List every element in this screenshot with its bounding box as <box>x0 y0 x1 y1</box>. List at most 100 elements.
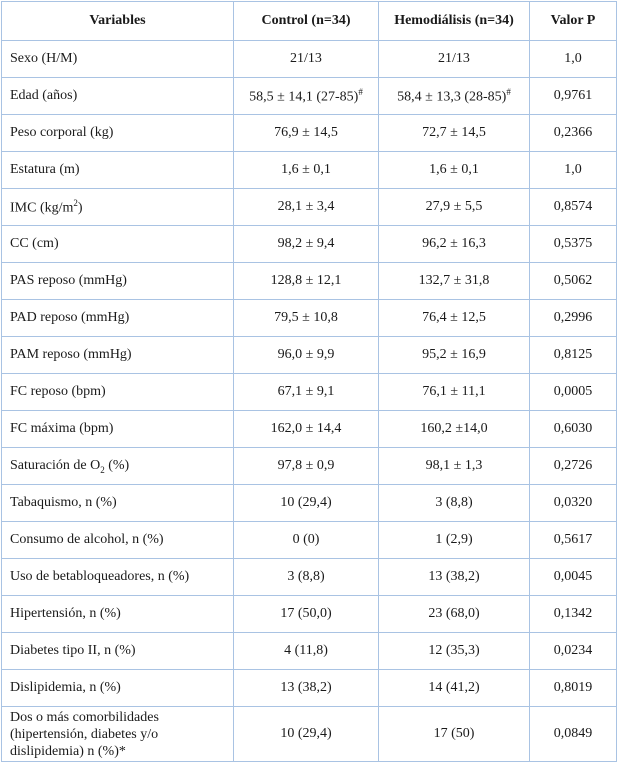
hemodialisis-cell: 23 (68,0) <box>378 595 530 633</box>
hemodialisis-cell: 72,7 ± 14,5 <box>378 114 530 152</box>
control-value: 1,6 ± 0,1 <box>281 162 331 177</box>
control-cell: 67,1 ± 9,1 <box>233 373 379 411</box>
hemodialisis-value: 13 (38,2) <box>428 569 480 584</box>
variable-label-line: (hipertensión, diabetes y/o <box>10 726 159 742</box>
p-value: 0,5062 <box>553 273 593 288</box>
variable-cell: PAM reposo (mmHg) <box>1 336 234 374</box>
variable-cell: CC (cm) <box>1 225 234 263</box>
control-cell: 98,2 ± 9,4 <box>233 225 379 263</box>
variable-label: Dislipidemia, n (%) <box>10 680 121 695</box>
variable-label: Saturación de O <box>10 457 101 473</box>
hemodialisis-value: 1,6 ± 0,1 <box>429 162 479 177</box>
control-value: 98,2 ± 9,4 <box>277 236 335 251</box>
p-value-cell: 0,0320 <box>529 484 617 522</box>
control-cell: 4 (11,8) <box>233 632 379 670</box>
p-value-cell: 0,8574 <box>529 188 617 226</box>
control-value: 97,8 ± 0,9 <box>277 458 335 473</box>
table-row: Sexo (H/M) 21/13 21/13 1,0 <box>1 40 617 78</box>
hemodialisis-cell: 76,4 ± 12,5 <box>378 299 530 337</box>
control-cell: 1,6 ± 0,1 <box>233 151 379 189</box>
variable-cell: Sexo (H/M) <box>1 40 234 78</box>
variable-label: FC reposo (bpm) <box>10 384 106 399</box>
variable-label-suffix: (%) <box>104 457 130 473</box>
control-cell: 97,8 ± 0,9 <box>233 447 379 485</box>
p-value: 0,6030 <box>553 421 593 436</box>
control-value: 17 (50,0) <box>280 606 332 621</box>
variable-label: Tabaquismo, n (%) <box>10 495 117 510</box>
hemodialisis-value: 96,2 ± 16,3 <box>422 236 486 251</box>
control-cell: 58,5 ± 14,1 (27-85)# <box>233 77 379 115</box>
control-cell: 0 (0) <box>233 521 379 559</box>
control-value: 79,5 ± 10,8 <box>274 310 338 325</box>
p-value-cell: 0,9761 <box>529 77 617 115</box>
control-cell: 10 (29,4) <box>233 706 379 762</box>
control-value: 128,8 ± 12,1 <box>270 273 342 288</box>
header-variables: Variables <box>1 1 234 41</box>
control-cell: 13 (38,2) <box>233 669 379 707</box>
table-row: Uso de betabloqueadores, n (%) 3 (8,8) 13 … <box>1 558 617 596</box>
p-value: 0,0849 <box>553 726 593 741</box>
p-value-cell: 1,0 <box>529 151 617 189</box>
table-row: FC máxima (bpm) 162,0 ± 14,4 160,2 ±14,0 0,… <box>1 410 617 448</box>
control-value: 76,9 ± 14,5 <box>274 125 338 140</box>
variable-cell: Diabetes tipo II, n (%) <box>1 632 234 670</box>
control-cell: 3 (8,8) <box>233 558 379 596</box>
variable-label: Hipertensión, n (%) <box>10 606 121 621</box>
variable-cell: FC reposo (bpm) <box>1 373 234 411</box>
variable-cell: Dislipidemia, n (%) <box>1 669 234 707</box>
variable-cell: Saturación de O2 (%) <box>1 447 234 485</box>
variable-label: Consumo de alcohol, n (%) <box>10 532 164 547</box>
p-value: 0,2996 <box>553 310 593 325</box>
table-row: Saturación de O2 (%) 97,8 ± 0,9 98,1 ± 1,3… <box>1 447 617 485</box>
hemodialisis-cell: 17 (50) <box>378 706 530 762</box>
table-body: Sexo (H/M) 21/13 21/13 1,0 Edad (años) 58,5 ±… <box>1 40 617 762</box>
control-value: 3 (8,8) <box>287 569 325 584</box>
p-value: 0,0045 <box>553 569 593 584</box>
control-value: 21/13 <box>290 51 322 66</box>
table-row: PAM reposo (mmHg) 96,0 ± 9,9 95,2 ± 16,9 0,… <box>1 336 617 374</box>
table-row: IMC (kg/m2) 28,1 ± 3,4 27,9 ± 5,5 0,8574 <box>1 188 617 226</box>
p-value: 0,1342 <box>553 606 593 621</box>
p-value-cell: 0,2366 <box>529 114 617 152</box>
p-value: 1,0 <box>564 162 582 177</box>
hemodialisis-value: 21/13 <box>438 51 470 66</box>
hemodialisis-value: 23 (68,0) <box>428 606 480 621</box>
header-row: Variables Control (n=34) Hemodiálisis (n… <box>1 1 617 41</box>
p-value: 0,2726 <box>553 458 593 473</box>
variable-cell: Peso corporal (kg) <box>1 114 234 152</box>
characteristics-table: Variables Control (n=34) Hemodiálisis (n… <box>1 1 617 762</box>
p-value-cell: 0,0234 <box>529 632 617 670</box>
p-value: 0,8125 <box>553 347 593 362</box>
p-value: 0,8574 <box>553 199 593 214</box>
variable-cell: Dos o más comorbilidades (hipertensión, d… <box>1 706 234 762</box>
p-value: 0,8019 <box>553 680 593 695</box>
hemodialisis-cell: 1 (2,9) <box>378 521 530 559</box>
p-value-cell: 0,0005 <box>529 373 617 411</box>
variable-cell: Estatura (m) <box>1 151 234 189</box>
p-value-cell: 0,6030 <box>529 410 617 448</box>
control-cell: 128,8 ± 12,1 <box>233 262 379 300</box>
hemodialisis-value: 27,9 ± 5,5 <box>425 199 483 214</box>
p-value-cell: 0,5375 <box>529 225 617 263</box>
table-row: PAD reposo (mmHg) 79,5 ± 10,8 76,4 ± 12,5 0… <box>1 299 617 337</box>
variable-cell: Uso de betabloqueadores, n (%) <box>1 558 234 596</box>
hemodialisis-value: 14 (41,2) <box>428 680 480 695</box>
hemodialisis-value: 76,1 ± 11,1 <box>422 384 486 399</box>
variable-cell: Tabaquismo, n (%) <box>1 484 234 522</box>
p-value: 0,0005 <box>553 384 593 399</box>
control-value: 96,0 ± 9,9 <box>277 347 335 362</box>
variable-label-line: dislipidemia) n (%)* <box>10 743 126 759</box>
variable-cell: PAS reposo (mmHg) <box>1 262 234 300</box>
p-value-cell: 0,1342 <box>529 595 617 633</box>
p-value-cell: 0,0849 <box>529 706 617 762</box>
hemodialisis-cell: 12 (35,3) <box>378 632 530 670</box>
hemodialisis-footnote-mark: # <box>506 86 511 97</box>
header-control: Control (n=34) <box>233 1 379 41</box>
control-value: 10 (29,4) <box>280 495 332 510</box>
variable-cell: PAD reposo (mmHg) <box>1 299 234 337</box>
variable-subscript: 2 <box>100 464 105 475</box>
variable-cell: IMC (kg/m2) <box>1 188 234 226</box>
hemodialisis-value: 98,1 ± 1,3 <box>425 458 483 473</box>
table-row: CC (cm) 98,2 ± 9,4 96,2 ± 16,3 0,5375 <box>1 225 617 263</box>
variable-label: Estatura (m) <box>10 162 80 177</box>
